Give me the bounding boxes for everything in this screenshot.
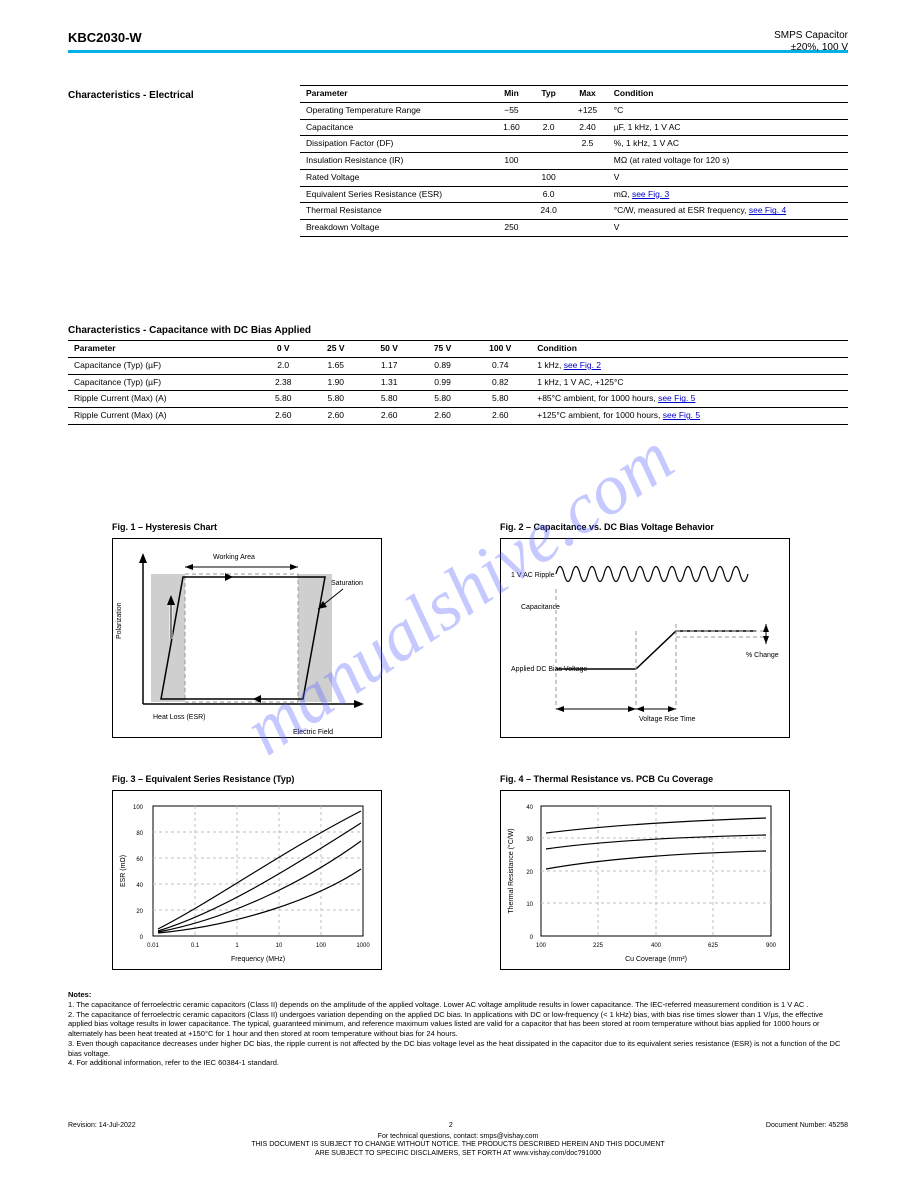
svg-text:80: 80 <box>136 831 143 837</box>
table-row: Operating Temperature Range−55+125°C <box>300 102 848 119</box>
svg-text:100: 100 <box>316 943 327 949</box>
header-right-2: ±20%, 100 V <box>791 42 848 53</box>
svg-text:0: 0 <box>140 935 144 941</box>
svg-text:10: 10 <box>276 943 283 949</box>
svg-text:60: 60 <box>136 857 143 863</box>
table-row: Dissipation Factor (DF)2.5%, 1 kHz, 1 V … <box>300 136 848 153</box>
svg-text:100: 100 <box>133 805 144 811</box>
fig3-esr: 0 20 40 60 80 100 0.01 0.1 1 10 100 1000… <box>112 790 382 970</box>
fig2-ripple-label: 1 V AC Ripple <box>511 572 555 579</box>
table-row: Equivalent Series Resistance (ESR)6.0mΩ,… <box>300 186 848 203</box>
col-max: Max <box>567 86 608 103</box>
svg-text:0.01: 0.01 <box>147 943 159 949</box>
fig2-svg: 1 V AC Ripple Applied DC Bias Voltage Vo… <box>501 539 791 739</box>
svg-text:225: 225 <box>593 943 604 949</box>
notes-block: Notes: 1. The capacitance of ferroelectr… <box>68 990 848 1068</box>
footer-doc: Document Number: 45258 <box>766 1122 848 1130</box>
svg-text:ESR (mΩ): ESR (mΩ) <box>120 855 127 887</box>
section-characteristics-title: Characteristics - Electrical <box>68 90 194 101</box>
fig2-cap-label: Capacitance <box>521 604 560 611</box>
svg-text:1: 1 <box>235 943 239 949</box>
svg-text:1000: 1000 <box>356 943 370 949</box>
link-fig3[interactable]: see Fig. 3 <box>632 189 669 199</box>
link-fig2[interactable]: see Fig. 2 <box>564 360 601 370</box>
note-1: 1. The capacitance of ferroelectric cera… <box>68 1000 809 1009</box>
svg-text:10: 10 <box>526 902 533 908</box>
fig3-title: Fig. 3 – Equivalent Series Resistance (T… <box>112 774 294 784</box>
col-min: Min <box>493 86 530 103</box>
table-capacitance-bias: Parameter 0 V 25 V 50 V 75 V 100 V Condi… <box>68 340 848 425</box>
fig2-pct-label: % Change <box>746 652 779 659</box>
fig2-rise-label: Voltage Rise Time <box>639 716 696 723</box>
table-header-row: Parameter Min Typ Max Condition <box>300 86 848 103</box>
link-fig5b[interactable]: see Fig. 5 <box>663 410 700 420</box>
table-row: Capacitance1.602.02.40µF, 1 kHz, 1 V AC <box>300 119 848 136</box>
table-electrical-characteristics: Parameter Min Typ Max Condition Operatin… <box>300 85 848 237</box>
header-model: KBC2030-W <box>68 30 142 45</box>
fig2-title: Fig. 2 – Capacitance vs. DC Bias Voltage… <box>500 522 714 532</box>
header-rule <box>68 50 848 53</box>
fig2-applied-label: Applied DC Bias Voltage <box>511 666 587 673</box>
note-4: 4. For additional information, refer to … <box>68 1058 279 1067</box>
fig1-sat-label: Saturation <box>331 580 363 587</box>
fig4-svg: 0 10 20 30 40 100 225 400 625 900 Cu Cov… <box>501 791 791 971</box>
svg-text:40: 40 <box>136 883 143 889</box>
section-capacitance-title: Characteristics - Capacitance with DC Bi… <box>68 325 311 336</box>
svg-text:400: 400 <box>651 943 662 949</box>
table-row: Rated Voltage100V <box>300 169 848 186</box>
fig4-thermal: 0 10 20 30 40 100 225 400 625 900 Cu Cov… <box>500 790 790 970</box>
fig1-heat-label: Heat Loss (ESR) <box>153 714 206 721</box>
fig1-xlabel: Electric Field <box>293 729 333 736</box>
svg-text:30: 30 <box>526 837 533 843</box>
svg-text:0: 0 <box>530 935 534 941</box>
fig1-ylabel: Polarization <box>116 602 123 639</box>
footer-page: 2 <box>449 1122 453 1130</box>
col-parameter: Parameter <box>300 86 493 103</box>
fig4-title: Fig. 4 – Thermal Resistance vs. PCB Cu C… <box>500 774 713 784</box>
fig3-svg: 0 20 40 60 80 100 0.01 0.1 1 10 100 1000… <box>113 791 383 971</box>
fig1-hysteresis: Working Area Saturation Heat Loss (ESR) … <box>112 538 382 738</box>
svg-text:0.1: 0.1 <box>191 943 200 949</box>
fig1-working-label: Working Area <box>213 554 255 561</box>
page-footer: Revision: 14-Jul-2022 2 Document Number:… <box>68 1122 848 1158</box>
svg-text:Frequency (MHz): Frequency (MHz) <box>231 956 285 963</box>
table-header-row: Parameter 0 V 25 V 50 V 75 V 100 V Condi… <box>68 341 848 358</box>
table-row: Ripple Current (Max) (A)2.602.602.602.60… <box>68 408 848 425</box>
link-fig4[interactable]: see Fig. 4 <box>749 205 786 215</box>
header-right: SMPS Capacitor ±20%, 100 V <box>774 30 848 54</box>
fig1-svg: Working Area Saturation Heat Loss (ESR) … <box>113 539 383 739</box>
table-row: Ripple Current (Max) (A)5.805.805.805.80… <box>68 391 848 408</box>
footer-legal: For technical questions, contact: smps@v… <box>68 1133 848 1158</box>
col-typ: Typ <box>530 86 567 103</box>
svg-text:20: 20 <box>526 870 533 876</box>
svg-text:Cu Coverage (mm²): Cu Coverage (mm²) <box>625 956 687 963</box>
footer-revision: Revision: 14-Jul-2022 <box>68 1122 136 1130</box>
link-fig5a[interactable]: see Fig. 5 <box>658 393 695 403</box>
fig1-title: Fig. 1 – Hysteresis Chart <box>112 522 217 532</box>
notes-heading: Notes: <box>68 990 91 999</box>
svg-text:Thermal Resistance (°C/W): Thermal Resistance (°C/W) <box>507 828 515 913</box>
svg-text:900: 900 <box>766 943 777 949</box>
table-row: Capacitance (Typ) (µF)2.01.651.170.890.7… <box>68 357 848 374</box>
col-condition: Condition <box>608 86 848 103</box>
table-row: Insulation Resistance (IR)100MΩ (at rate… <box>300 153 848 170</box>
svg-text:100: 100 <box>536 943 547 949</box>
fig2-bias: 1 V AC Ripple Applied DC Bias Voltage Vo… <box>500 538 790 738</box>
svg-text:20: 20 <box>136 909 143 915</box>
note-3: 3. Even though capacitance decreases und… <box>68 1039 840 1058</box>
svg-text:40: 40 <box>526 805 533 811</box>
table-row: Thermal Resistance24.0°C/W, measured at … <box>300 203 848 220</box>
table-row: Breakdown Voltage250V <box>300 220 848 237</box>
header-right-1: SMPS Capacitor <box>774 30 848 41</box>
svg-text:625: 625 <box>708 943 719 949</box>
table-row: Capacitance (Typ) (µF)2.381.901.310.990.… <box>68 374 848 391</box>
note-2: 2. The capacitance of ferroelectric cera… <box>68 1010 823 1039</box>
